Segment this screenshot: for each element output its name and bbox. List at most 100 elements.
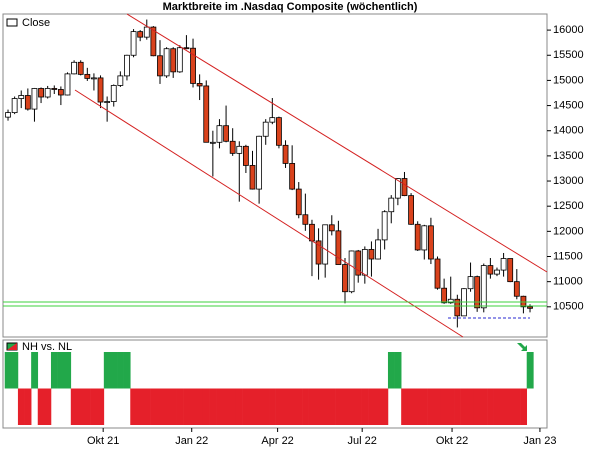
candle-body (137, 31, 144, 38)
candle-body (302, 214, 309, 225)
bar (57, 352, 65, 389)
bar (17, 388, 25, 425)
y-tick-label: 11500 (553, 250, 583, 262)
candle-body (368, 249, 375, 260)
bar (156, 388, 164, 425)
bar (288, 388, 296, 425)
candle-body (480, 265, 487, 309)
y-tick-label: 13500 (553, 150, 584, 162)
bar (235, 388, 243, 425)
candle-body (355, 250, 362, 276)
candle-body (31, 88, 38, 110)
candle-body (447, 298, 454, 304)
bar (216, 388, 224, 425)
bar (255, 388, 263, 425)
bar (275, 388, 283, 425)
candle-body (57, 89, 64, 96)
bar (50, 352, 58, 389)
bar (487, 388, 494, 425)
candle-body (64, 73, 71, 96)
candle-body (487, 265, 494, 275)
candle-body (414, 223, 421, 251)
bar (368, 388, 376, 425)
bar (460, 388, 468, 425)
legend: NH vs. NL (6, 341, 72, 353)
legend-icon (6, 18, 18, 27)
bar (440, 388, 448, 425)
bar (136, 388, 144, 425)
candle-body (130, 31, 137, 56)
y-tick-label: 13000 (553, 175, 584, 187)
bar (407, 388, 415, 425)
y-tick-label: 16000 (553, 24, 584, 36)
candle-body (315, 240, 322, 265)
y-tick-label: 15000 (553, 74, 584, 86)
candle-body (196, 83, 203, 87)
candle-body (84, 73, 91, 79)
candle-body (408, 195, 414, 225)
legend: Close (6, 17, 50, 29)
bar (229, 388, 237, 425)
bar (341, 388, 349, 425)
bar (328, 388, 336, 425)
bar (282, 388, 290, 425)
y-tick-label: 10500 (553, 301, 584, 313)
bar (209, 388, 217, 425)
bar (480, 388, 488, 425)
y-tick-label: 14000 (553, 125, 584, 137)
candle-body (507, 258, 514, 283)
y-tick-label: 14500 (553, 99, 584, 111)
bar (222, 388, 230, 425)
candle-body (183, 47, 190, 50)
candle-body (401, 178, 408, 197)
candle-body (328, 224, 335, 232)
bar (269, 388, 276, 425)
x-tick-label: Okt 21 (87, 435, 119, 447)
bar (526, 352, 534, 389)
candle-body (474, 276, 481, 309)
candle-body (77, 61, 84, 75)
bar (24, 388, 32, 425)
bar (354, 388, 362, 425)
candle-body (157, 55, 163, 77)
bar (500, 388, 508, 425)
candle-body (71, 61, 77, 75)
candle-body (295, 188, 302, 216)
candle-body (150, 26, 157, 57)
bar (434, 388, 442, 425)
candle-body (289, 163, 296, 190)
bar (150, 388, 157, 425)
bar (37, 388, 45, 425)
main-frame (2, 13, 548, 338)
candle-body (527, 306, 533, 309)
candle-body (348, 250, 355, 293)
bar (242, 388, 250, 425)
candle-body (361, 249, 368, 276)
candle-body (421, 225, 428, 251)
candle-body (249, 165, 256, 190)
bar (44, 388, 52, 425)
bar (183, 388, 191, 425)
candle-body (143, 26, 150, 38)
bar (381, 388, 389, 425)
y-tick-label: 12000 (553, 225, 584, 237)
candle-body (381, 211, 388, 241)
x-tick-label: Jan 22 (175, 435, 208, 447)
bar (295, 388, 303, 425)
bar (70, 388, 78, 425)
legend-label: NH vs. NL (22, 341, 72, 353)
bar (249, 388, 257, 425)
candle-body (44, 88, 51, 98)
lower-channel (74, 89, 464, 338)
y-tick-label: 12500 (553, 200, 584, 212)
candle-body (11, 98, 18, 114)
bar (64, 352, 72, 389)
bar (335, 388, 343, 425)
candle-body (282, 144, 289, 164)
lower-frame (2, 339, 548, 429)
bar (506, 388, 514, 425)
upper-channel (126, 13, 548, 273)
y-tick-label: 11000 (553, 276, 583, 288)
bar (196, 388, 204, 425)
